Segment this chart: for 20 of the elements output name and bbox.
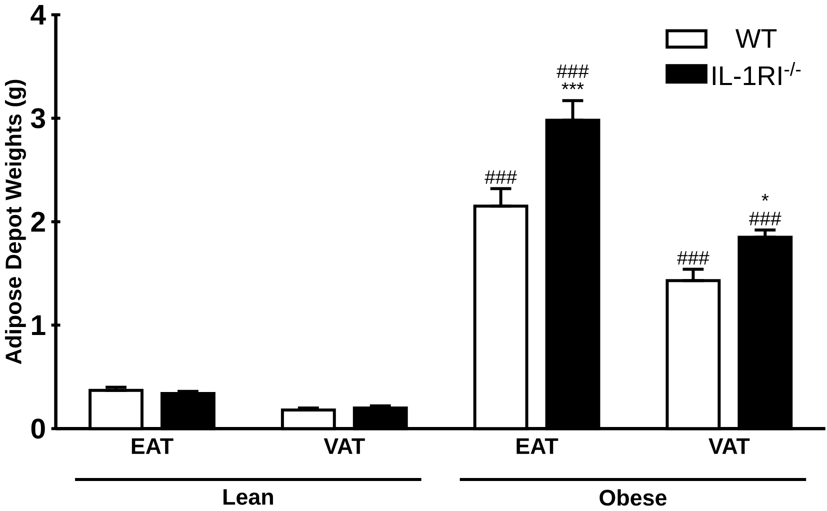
annotation: ### [749,212,782,226]
y-tick-label: 0 [31,418,45,439]
annotation: * [762,194,769,201]
x-tick-label: EAT [132,438,174,454]
y-tick-label: 3 [30,108,46,128]
text: Obese [600,489,666,506]
legend-label: IL-1RI$^{-/-}$ [712,62,801,86]
x-tick-label: EAT [516,438,558,454]
annotation: *** [562,82,584,90]
text: Lean [224,489,273,506]
annotation: ### [556,64,589,78]
y-tick-label: 1 [32,316,46,336]
x-tick-label: VAT [708,438,750,454]
annotation: ### [484,170,517,184]
y-tick-label: 2 [31,212,45,232]
y-axis-title: Adipose Depot Weights (g) [4,80,26,364]
x-tick-label: VAT [324,438,365,454]
y-tick-label: 4 [30,5,46,25]
annotation: ### [677,251,710,265]
legend-label: WT [736,29,777,48]
